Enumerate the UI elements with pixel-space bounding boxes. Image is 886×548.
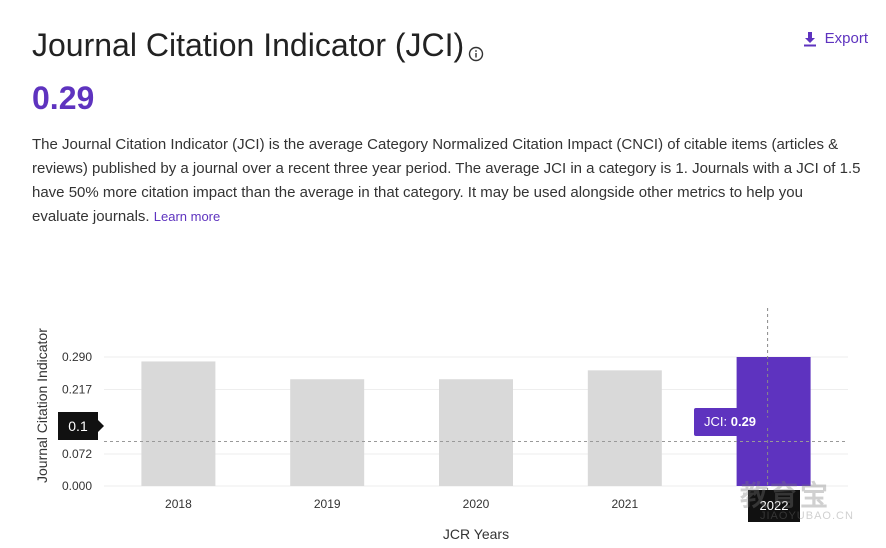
selected-year-tag: 2022 (748, 490, 800, 522)
y-tick-label: 0.000 (62, 479, 92, 493)
download-icon (803, 31, 816, 46)
bar-2020 (439, 379, 513, 486)
jci-value: 0.29 (32, 80, 95, 116)
x-tick-label: 2020 (463, 497, 490, 511)
y-axis-title: Journal Citation Indicator (34, 328, 50, 483)
export-button[interactable]: Export (803, 30, 868, 47)
reference-line-label: 0.1 (58, 412, 104, 440)
x-tick-label: 2019 (314, 497, 341, 511)
bar-2018 (141, 361, 216, 486)
x-tick-label: 2018 (165, 497, 192, 511)
description-text: The Journal Citation Indicator (JCI) is … (32, 136, 861, 225)
tooltip-prefix: JCI: (704, 414, 731, 429)
bar-2021 (587, 370, 662, 486)
learn-more-link[interactable]: Learn more (153, 209, 221, 224)
tooltip-value: 0.29 (730, 414, 757, 429)
watermark-sub: JIAOYUBAO.CN (760, 510, 854, 522)
watermark-logo: 教育宝 JIAOYUBAO.CN (740, 474, 853, 522)
y-tick-label: 0.290 (62, 350, 92, 364)
export-label: Export (824, 30, 868, 47)
jci-tooltip: JCI: 0.29 (694, 408, 773, 436)
x-axis-title: JCR Years (442, 526, 510, 542)
title-row: Journal Citation Indicator (JCI) (32, 24, 484, 66)
description: The Journal Citation Indicator (JCI) is … (32, 133, 862, 229)
bar-2019 (290, 379, 365, 486)
info-icon[interactable] (468, 46, 484, 62)
y-tick-label: 0.072 (62, 447, 92, 461)
x-tick-label: 2021 (611, 497, 638, 511)
page-title: Journal Citation Indicator (JCI) (32, 27, 465, 63)
watermark-main: 教育宝 (740, 479, 831, 512)
y-tick-label: 0.217 (62, 382, 92, 396)
